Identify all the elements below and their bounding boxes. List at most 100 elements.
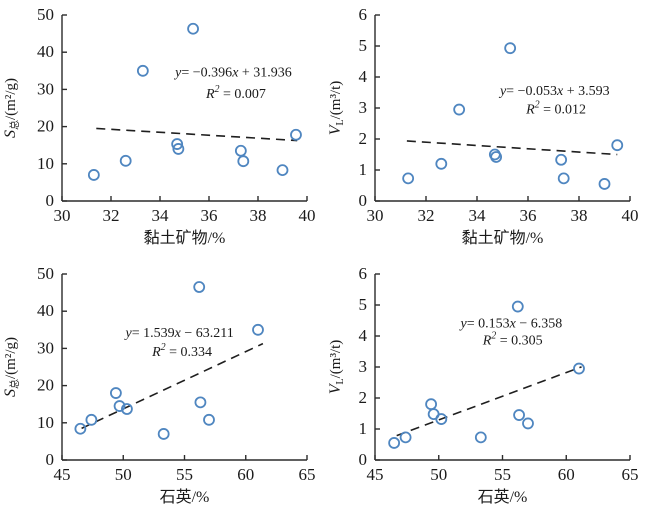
- chart-cell-clay-vl: 30 32 34 36 38 40 0 1 2 3 4 5 6 黏土矿物/% VL/(m³/t) y= −0.…: [325, 0, 650, 259]
- data-point: [435, 157, 448, 170]
- y-tick-label: 20: [37, 117, 54, 136]
- data-point: [87, 169, 100, 181]
- x-tick-label: 60: [237, 465, 254, 484]
- x-tick-label: 65: [299, 465, 316, 484]
- tick-labels: 45 50 55 60 65 0 10 20 30 40 50: [37, 264, 316, 484]
- y-tick-label: 5: [359, 36, 368, 55]
- y-tick-label: 0: [46, 191, 55, 210]
- data-point: [74, 422, 87, 435]
- axes: [374, 14, 631, 202]
- x-tick-label: 34: [469, 206, 487, 225]
- data-point: [555, 153, 568, 166]
- r-squared-label: R2 = 0.012: [525, 100, 586, 118]
- data-point: [513, 409, 525, 421]
- y-tick-label: 2: [359, 388, 368, 407]
- x-tick-label: 30: [367, 206, 384, 225]
- x-tick-label: 40: [622, 206, 639, 225]
- data-points: [87, 22, 302, 181]
- data-point: [121, 403, 133, 415]
- data-point: [113, 400, 126, 412]
- y-tick-label: 3: [359, 357, 368, 376]
- data-point: [237, 155, 250, 168]
- chart-cell-clay-sbet: 30 32 34 36 38 40 0 10 20 30 40 50 黏土矿物/% S总/(m²/g) y=…: [0, 0, 325, 259]
- trend-line: [406, 140, 618, 156]
- x-tick-label: 36: [520, 206, 537, 225]
- y-tick-label: 50: [37, 264, 54, 283]
- plot-background: [325, 259, 650, 518]
- data-point: [85, 413, 98, 426]
- y-tick-label: 40: [37, 301, 54, 320]
- y-axis-title: VL/(m³/t): [327, 340, 346, 395]
- data-point: [399, 431, 412, 444]
- y-tick-label: 0: [359, 450, 368, 469]
- x-tick-label: 38: [250, 206, 267, 225]
- scatter-chart-clay-sbet: 30 32 34 36 38 40 0 10 20 30 40 50 黏土矿物/% S总/(m²/g) y=…: [0, 0, 325, 259]
- data-point: [276, 164, 289, 177]
- plot-background: [325, 0, 650, 259]
- trend-line: [396, 366, 582, 437]
- data-point: [388, 437, 401, 449]
- y-tick-label: 40: [37, 42, 54, 61]
- x-tick-label: 36: [201, 206, 218, 225]
- y-axis-title: S总/(m²/g): [2, 78, 21, 138]
- axes: [374, 273, 631, 461]
- plot-background: [0, 0, 325, 259]
- data-point: [171, 138, 184, 150]
- x-tick-label: 32: [418, 206, 435, 225]
- data-point: [611, 139, 624, 152]
- data-point: [203, 413, 215, 426]
- data-point: [187, 22, 199, 35]
- data-point: [110, 387, 122, 399]
- data-point: [252, 323, 264, 336]
- chart-cell-quartz-vl: 45 50 55 60 65 0 1 2 3 4 5 6 石英/% VL/(m³/t) y= 0.153x …: [325, 259, 650, 518]
- data-point: [172, 143, 185, 155]
- data-point: [453, 103, 466, 116]
- x-tick-label: 34: [152, 206, 170, 225]
- y-tick-label: 5: [359, 295, 368, 314]
- scatter-chart-quartz-sbet: 45 50 55 60 65 0 10 20 30 40 50 石英/% S总/(m²/g) y= 1.5…: [0, 259, 325, 518]
- x-tick-label: 55: [176, 465, 193, 484]
- y-tick-label: 50: [37, 5, 54, 24]
- y-tick-label: 1: [359, 419, 368, 438]
- y-tick-label: 10: [37, 154, 54, 173]
- data-point: [504, 42, 517, 55]
- data-points: [74, 281, 264, 440]
- x-axis-title: 石英/%: [160, 488, 210, 506]
- data-point: [290, 128, 302, 141]
- y-tick-label: 20: [37, 376, 54, 395]
- x-tick-label: 60: [558, 465, 575, 484]
- y-tick-label: 30: [37, 338, 54, 357]
- trend-line: [81, 342, 264, 430]
- data-point: [435, 413, 448, 425]
- x-tick-label: 45: [367, 465, 384, 484]
- data-point: [157, 428, 170, 440]
- equation-label: y= −0.053x + 3.593: [498, 84, 610, 99]
- data-point: [511, 300, 524, 313]
- data-point: [490, 151, 503, 163]
- plot-background: [0, 259, 325, 518]
- y-axis-title: VL/(m³/t): [327, 81, 346, 136]
- data-point: [522, 417, 534, 430]
- trend-line: [96, 127, 298, 142]
- tick-labels: 30 32 34 36 38 40 0 10 20 30 40 50: [37, 5, 316, 225]
- data-point: [234, 144, 247, 157]
- x-axis-title: 黏土矿物/%: [144, 229, 226, 247]
- equation-label: y= 0.153x − 6.358: [459, 317, 563, 332]
- x-tick-label: 38: [571, 206, 588, 225]
- y-tick-label: 4: [359, 326, 368, 345]
- data-point: [402, 172, 415, 185]
- y-tick-label: 1: [359, 160, 368, 179]
- data-point: [573, 362, 585, 375]
- y-tick-label: 30: [37, 79, 54, 98]
- x-axis-title: 石英/%: [478, 488, 528, 506]
- equation-label: y= −0.396x + 31.936: [173, 65, 292, 80]
- y-tick-label: 2: [359, 129, 368, 148]
- axes: [61, 273, 308, 461]
- x-tick-label: 55: [494, 465, 511, 484]
- y-tick-label: 0: [359, 191, 368, 210]
